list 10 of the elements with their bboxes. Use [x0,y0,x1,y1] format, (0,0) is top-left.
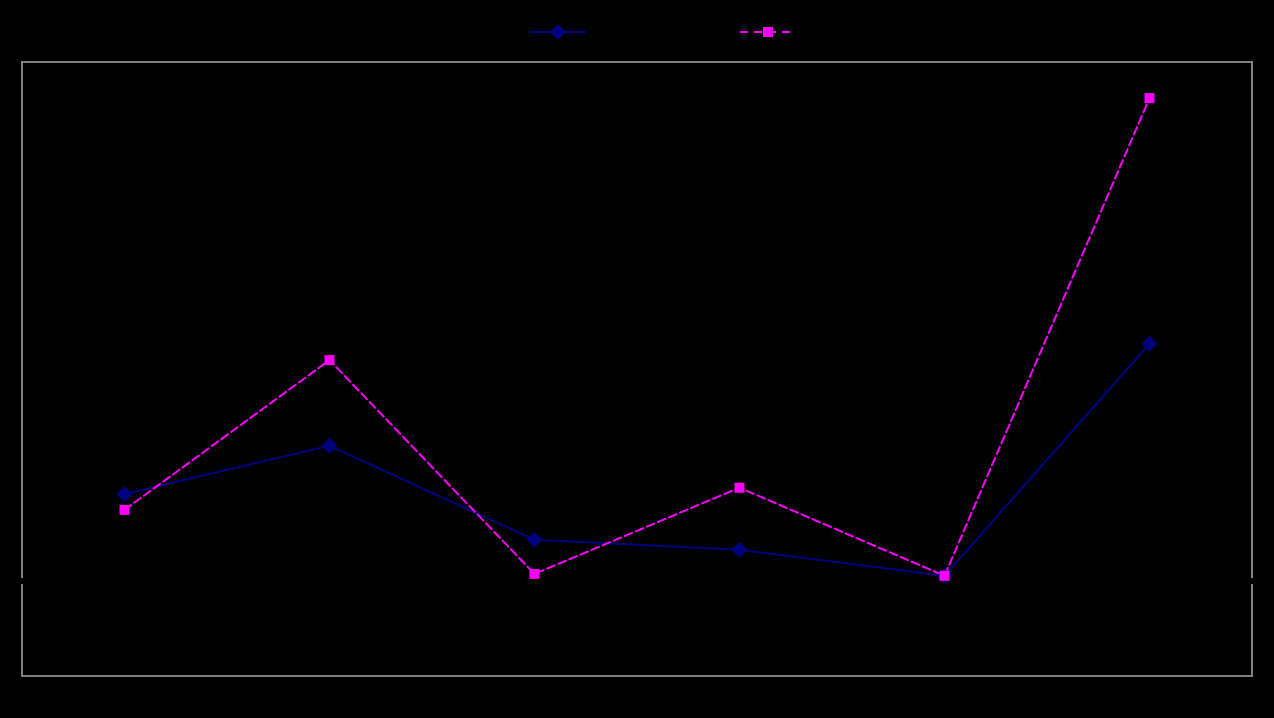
point [529,568,540,579]
point [1141,335,1158,352]
point [116,485,133,502]
point [324,355,335,366]
point [1144,93,1155,104]
point [119,504,130,515]
point [731,541,748,558]
point [734,482,745,493]
point [321,437,338,454]
point [526,531,543,548]
